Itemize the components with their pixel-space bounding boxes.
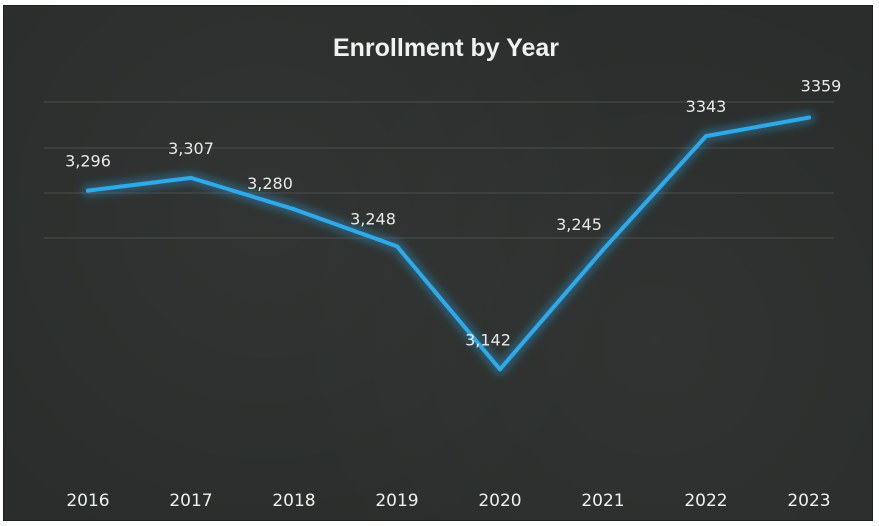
data-label-2019: 3,248 [350, 209, 396, 228]
data-point-2016 [86, 188, 90, 193]
chart-frame: Enrollment by Year 3,296 3,307 3,280 3,248 3… [3, 5, 873, 521]
data-point-2023 [807, 115, 811, 120]
data-labels: 3,296 3,307 3,280 3,248 3,142 3,245 3343 3359 [65, 77, 841, 350]
series-line [86, 115, 811, 372]
x-axis-tick-labels: 2016 2017 2018 2019 2020 2021 2022 2023 [66, 491, 830, 511]
data-label-2016: 3,296 [65, 152, 111, 171]
data-point-2018 [292, 207, 296, 212]
x-tick-2017: 2017 [169, 491, 212, 511]
x-tick-2019: 2019 [375, 491, 418, 511]
data-point-2020 [498, 367, 502, 372]
x-tick-2022: 2022 [684, 491, 727, 511]
grid-lines [44, 101, 834, 239]
data-label-2022: 3343 [686, 97, 727, 116]
x-tick-2016: 2016 [66, 491, 109, 511]
x-tick-2023: 2023 [787, 491, 830, 511]
data-label-2023: 3359 [801, 77, 842, 96]
series-layer [82, 111, 815, 376]
data-label-2021: 3,245 [556, 215, 602, 234]
x-tick-2021: 2021 [581, 491, 624, 511]
data-label-2020: 3,142 [465, 330, 511, 349]
data-point-2017 [189, 175, 193, 180]
data-label-2018: 3,280 [247, 174, 293, 193]
data-point-2022 [704, 134, 708, 139]
data-label-2017: 3,307 [168, 139, 214, 158]
line-chart: Enrollment by Year 3,2963,3073,2803,2483… [44, 34, 841, 511]
x-tick-2018: 2018 [272, 491, 315, 511]
data-point-2021 [601, 247, 605, 252]
x-tick-2020: 2020 [478, 491, 521, 511]
data-point-2019 [395, 244, 399, 249]
chart-title: Enrollment by Year [333, 34, 559, 62]
